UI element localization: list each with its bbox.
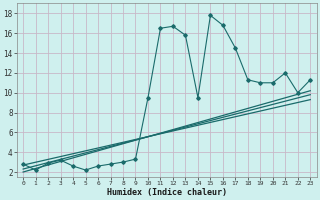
X-axis label: Humidex (Indice chaleur): Humidex (Indice chaleur): [107, 188, 227, 197]
